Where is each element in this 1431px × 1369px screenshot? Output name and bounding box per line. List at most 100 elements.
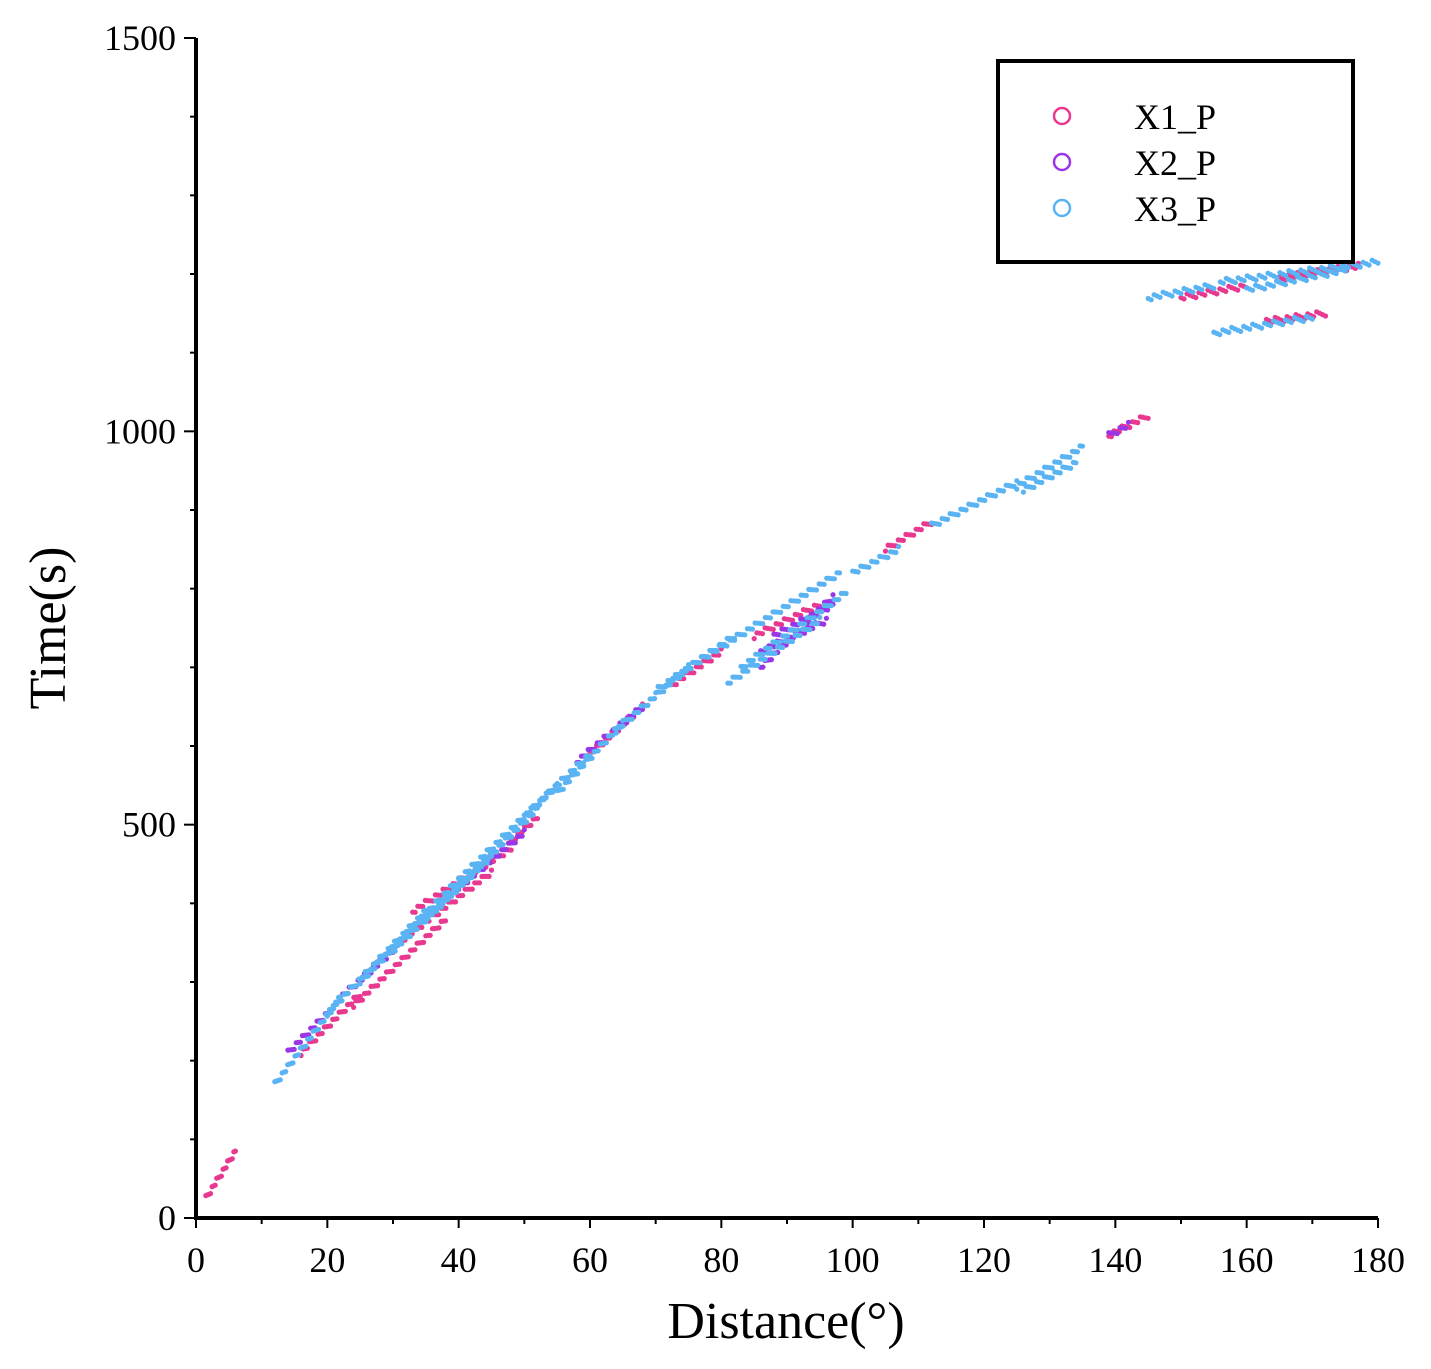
data-point: [751, 636, 757, 642]
data-point: [911, 532, 917, 538]
data-point: [218, 1173, 224, 1179]
data-point: [667, 682, 674, 688]
data-point: [767, 615, 774, 621]
y-tick-label: 1500: [104, 18, 176, 58]
y-tick-label: 500: [122, 805, 176, 845]
data-point: [737, 674, 743, 680]
data-point: [662, 684, 669, 690]
data-point: [412, 947, 418, 953]
data-point: [420, 903, 426, 910]
data-point: [691, 670, 697, 676]
data-point: [944, 516, 951, 523]
data-point: [768, 657, 775, 663]
data-point: [491, 846, 497, 852]
data-point: [874, 559, 880, 565]
data-point: [1288, 319, 1294, 325]
series-X3_P: [272, 257, 1381, 1085]
data-point: [963, 507, 969, 513]
data-point: [789, 617, 796, 623]
legend-label: X1_P: [1134, 97, 1216, 137]
data-point: [1214, 291, 1220, 297]
data-point: [1238, 328, 1244, 334]
data-point: [1049, 475, 1055, 481]
data-point: [1157, 294, 1163, 300]
data-point: [397, 961, 403, 967]
data-point: [866, 564, 872, 570]
data-point: [681, 676, 687, 682]
data-point: [460, 892, 466, 899]
data-point: [1020, 489, 1026, 495]
data-point: [556, 782, 563, 788]
y-ticks: 0 500 1000 1500: [104, 18, 196, 1238]
data-point: [1202, 292, 1208, 298]
data-point: [974, 502, 980, 508]
data-point: [1199, 287, 1205, 293]
data-point: [1074, 449, 1080, 455]
data-point: [817, 614, 823, 621]
data-point: [1114, 431, 1120, 437]
data-point: [321, 1018, 327, 1024]
data-point: [405, 954, 411, 960]
data-point: [399, 941, 405, 947]
data-point: [755, 662, 761, 669]
data-point: [550, 789, 556, 795]
data-point: [513, 824, 519, 830]
data-point: [407, 933, 414, 940]
data-point: [421, 939, 427, 946]
data-point: [1031, 484, 1037, 491]
data-point: [955, 512, 961, 518]
data-point: [982, 497, 988, 504]
data-point: [1270, 283, 1277, 289]
axes: 0 20 40 60 80 100 120 140 160 180 0 500 1000 1500: [104, 18, 1405, 1280]
data-point: [1322, 313, 1329, 319]
data-point: [449, 893, 455, 900]
y-axis-title: Time(s): [20, 547, 77, 710]
data-point: [680, 672, 686, 678]
data-point: [819, 609, 825, 615]
data-point: [698, 664, 704, 670]
data-point: [366, 990, 372, 996]
data-point: [759, 631, 766, 637]
data-point: [794, 627, 800, 633]
data-point: [295, 1052, 302, 1058]
data-point: [1190, 289, 1196, 295]
data-point: [1057, 459, 1063, 466]
data-point: [375, 983, 381, 989]
data-point: [745, 668, 751, 674]
data-point: [359, 997, 365, 1003]
y-tick-label: 1000: [104, 411, 176, 451]
data-point: [595, 748, 601, 754]
data-point: [1073, 460, 1079, 466]
data-point: [801, 630, 808, 636]
data-point: [749, 626, 756, 632]
data-point: [1217, 332, 1223, 338]
data-point: [936, 521, 943, 528]
data-point: [1211, 285, 1217, 292]
data-point: [620, 723, 626, 729]
y-tick-label: 0: [158, 1198, 176, 1238]
x-tick-label: 20: [309, 1240, 345, 1280]
data-point: [1333, 271, 1339, 277]
data-point: [1057, 470, 1063, 476]
data-point: [821, 581, 827, 587]
data-point: [653, 690, 659, 696]
data-point: [750, 657, 756, 664]
data-point: [1250, 287, 1256, 293]
data-point: [470, 871, 476, 877]
data-point: [501, 853, 507, 859]
data-point: [512, 840, 518, 846]
data-point: [802, 621, 808, 627]
data-point: [303, 1043, 309, 1049]
data-point: [290, 1060, 296, 1066]
data-point: [212, 1182, 218, 1188]
data-point: [328, 1023, 334, 1029]
data-point: [760, 664, 766, 670]
data-point: [566, 779, 573, 785]
data-point: [497, 839, 503, 845]
legend-items: X1_P X2_P X3_P: [1052, 97, 1216, 229]
data-point: [464, 878, 470, 885]
data-point: [807, 627, 813, 633]
data-point: [1262, 286, 1268, 292]
data-point: [1235, 287, 1241, 293]
data-point: [1283, 272, 1289, 279]
